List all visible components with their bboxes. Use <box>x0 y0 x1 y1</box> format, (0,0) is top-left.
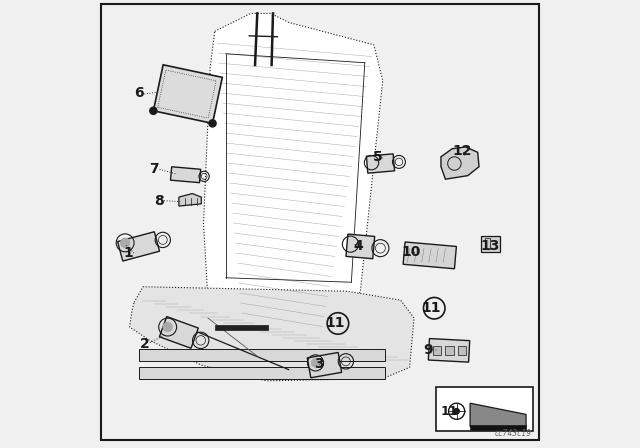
Bar <box>138 349 385 361</box>
Polygon shape <box>204 13 383 338</box>
Polygon shape <box>154 65 222 123</box>
Circle shape <box>454 409 460 414</box>
Text: 11: 11 <box>325 316 344 331</box>
Text: 8: 8 <box>154 194 164 208</box>
Text: 7: 7 <box>149 162 159 177</box>
Bar <box>433 346 441 355</box>
Text: cc743c19: cc743c19 <box>494 429 531 438</box>
Text: 3: 3 <box>314 357 324 371</box>
Polygon shape <box>470 403 526 426</box>
Text: 9: 9 <box>424 343 433 358</box>
Text: 10: 10 <box>401 245 420 259</box>
Polygon shape <box>129 287 414 381</box>
Text: 11: 11 <box>440 405 458 418</box>
Polygon shape <box>179 194 201 206</box>
Circle shape <box>150 107 157 114</box>
Bar <box>214 325 269 330</box>
Circle shape <box>312 359 319 367</box>
Bar <box>436 387 533 431</box>
Polygon shape <box>441 147 479 179</box>
Polygon shape <box>118 232 159 261</box>
Polygon shape <box>403 242 456 269</box>
Text: 11: 11 <box>421 301 441 315</box>
Polygon shape <box>307 353 342 378</box>
Circle shape <box>209 120 216 127</box>
Circle shape <box>120 238 129 247</box>
Polygon shape <box>366 154 395 173</box>
Polygon shape <box>159 317 198 348</box>
Text: 5: 5 <box>373 150 383 164</box>
Polygon shape <box>170 167 201 183</box>
Bar <box>445 346 454 355</box>
Text: 4: 4 <box>353 239 363 254</box>
Bar <box>138 367 385 379</box>
Bar <box>458 346 466 355</box>
Bar <box>485 238 490 249</box>
Text: 12: 12 <box>452 144 472 159</box>
Bar <box>470 425 526 430</box>
Polygon shape <box>346 234 374 259</box>
Polygon shape <box>428 339 470 362</box>
Text: 13: 13 <box>481 239 500 254</box>
Polygon shape <box>481 236 500 251</box>
Text: 1: 1 <box>124 246 133 260</box>
Text: 6: 6 <box>134 86 143 100</box>
Circle shape <box>163 323 172 332</box>
Text: 2: 2 <box>140 336 149 351</box>
